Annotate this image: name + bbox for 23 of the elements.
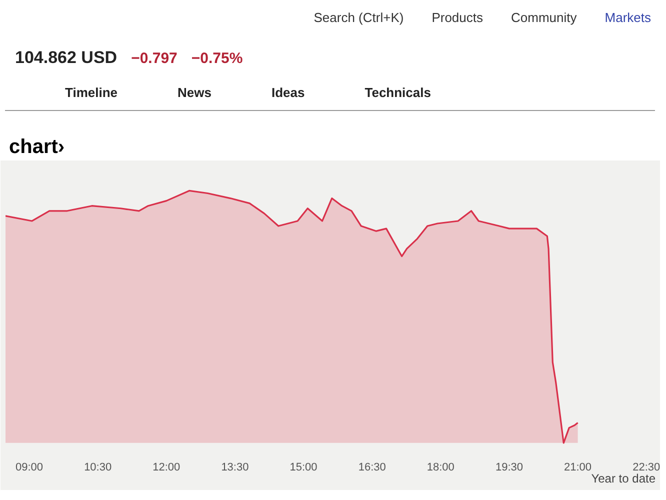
x-tick-label: 13:30 — [221, 462, 249, 474]
text: Products — [432, 10, 484, 25]
text: News — [178, 84, 212, 100]
x-tick-label: 22:30 — [632, 462, 660, 474]
x-tick-label: 12:00 — [152, 462, 180, 474]
text: Search (Ctrl+K) — [314, 10, 404, 25]
x-tick-label: 16:30 — [358, 462, 386, 474]
text: Community — [511, 10, 577, 25]
text: Ideas — [271, 84, 305, 100]
x-tick-label: 18:00 — [426, 462, 454, 474]
text: 104.862 USD — [15, 48, 118, 67]
x-tick-label: 09:00 — [16, 462, 44, 474]
text: Year to date — [591, 472, 656, 486]
text: −0.797 — [131, 50, 178, 67]
chart-title: chart› — [8, 135, 66, 160]
x-tick-label: 15:00 — [290, 462, 318, 474]
x-tick-label: 21:00 — [564, 462, 592, 474]
text: −0.75% — [191, 50, 243, 67]
text: Timeline — [65, 84, 118, 100]
text: Technicals — [364, 84, 431, 100]
x-tick-label: 19:30 — [495, 462, 523, 474]
x-tick-label: 10:30 — [84, 462, 112, 474]
text: Markets — [604, 10, 651, 25]
